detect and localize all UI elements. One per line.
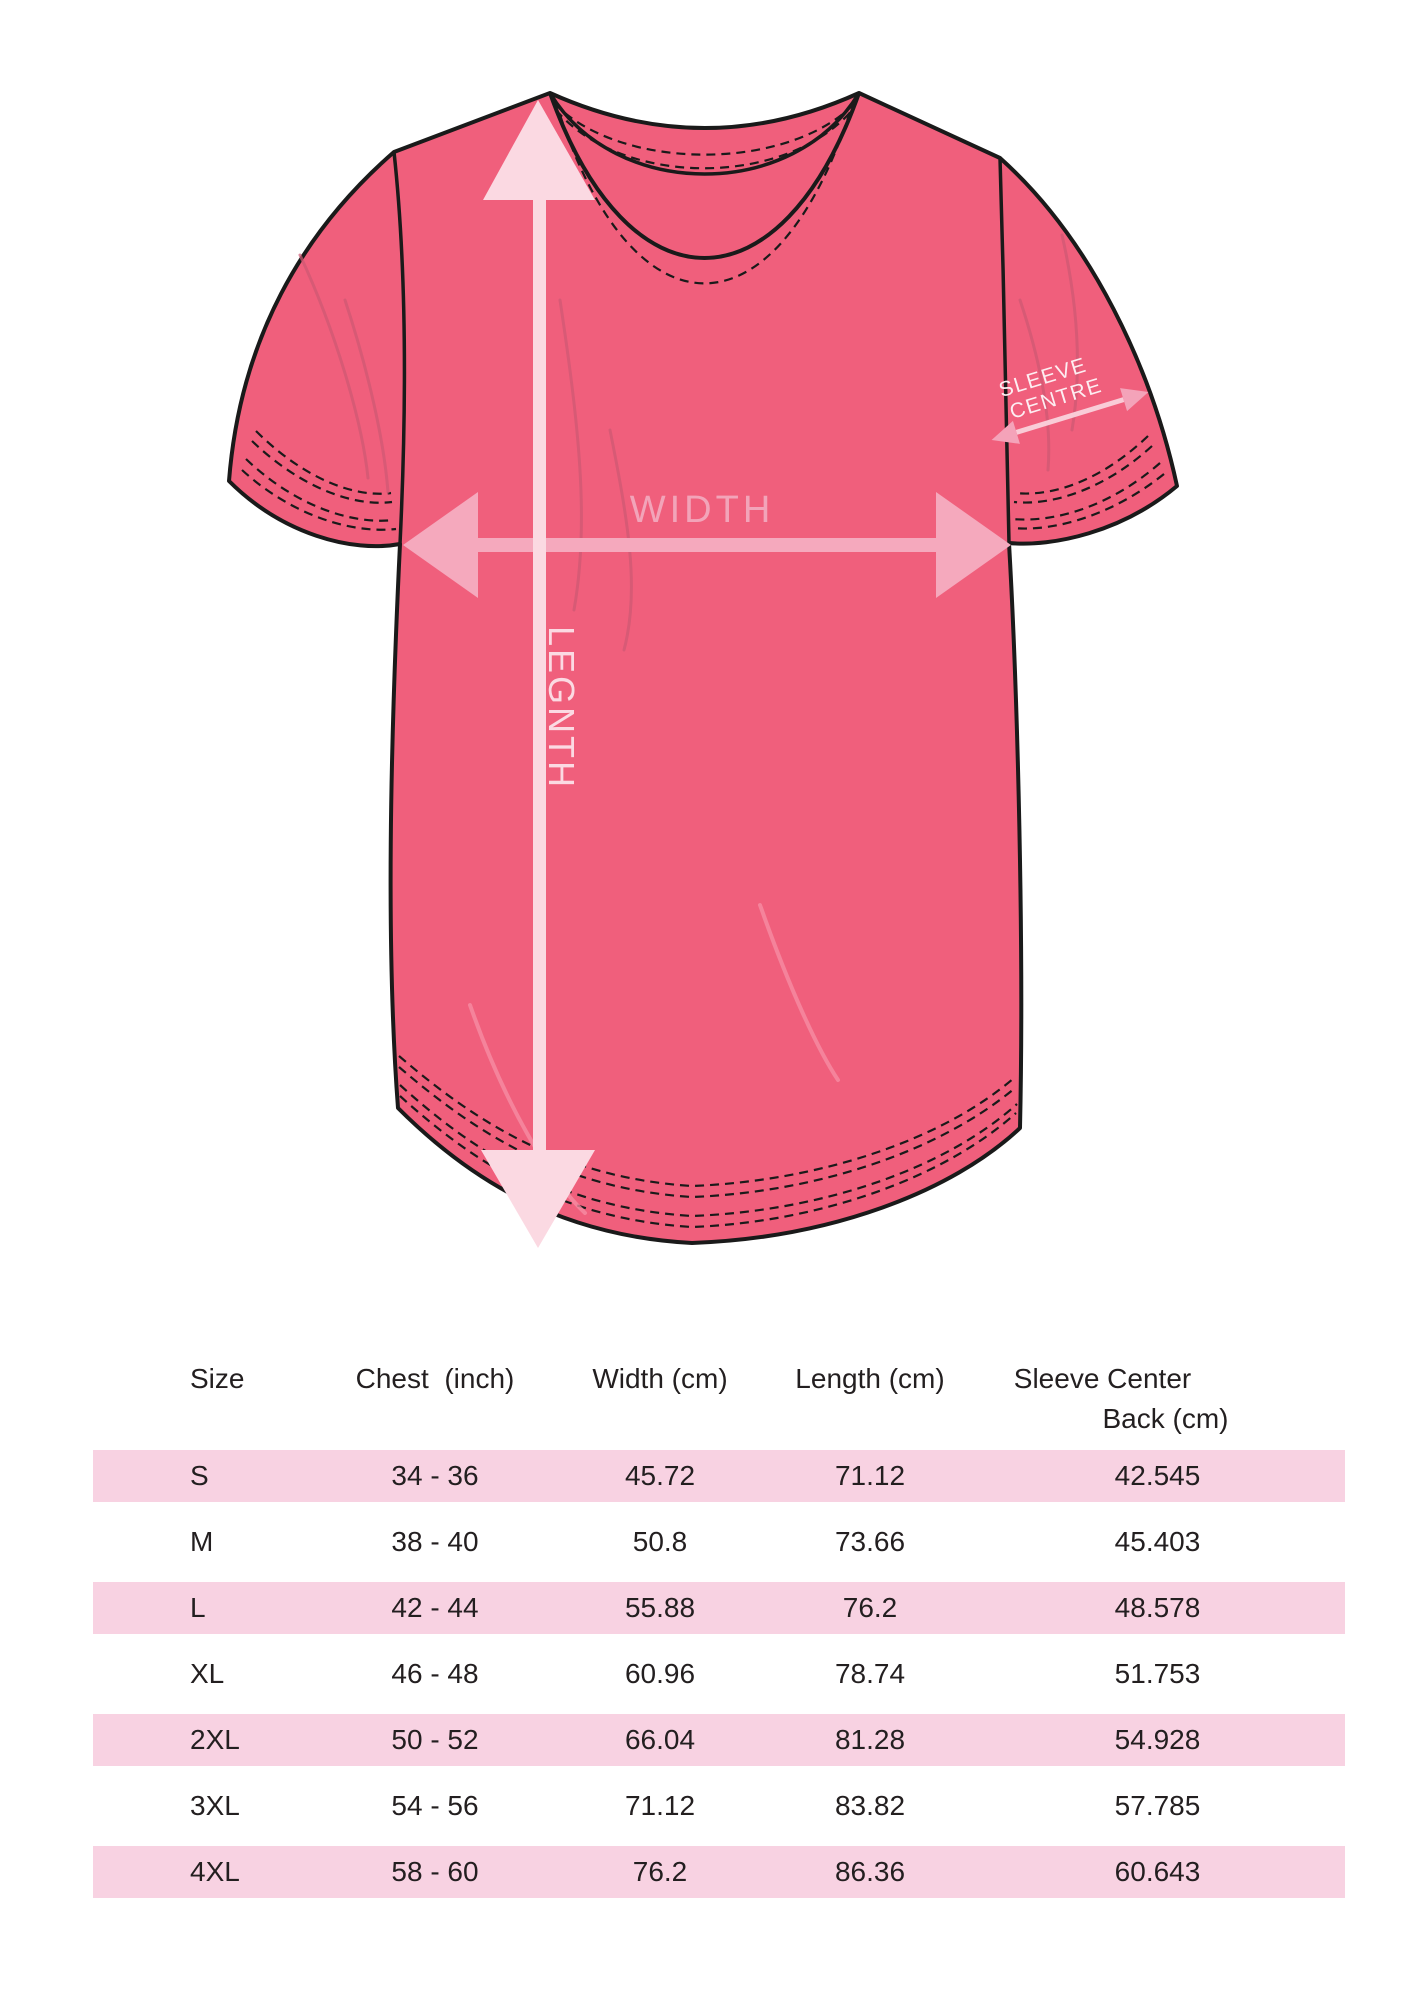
- left-sleeve-seam: [392, 151, 407, 545]
- width-cell: 45.72: [624, 1460, 696, 1491]
- width-cell: 55.88: [624, 1592, 696, 1623]
- header-sleeve-line2: Back (cm): [1102, 1403, 1229, 1434]
- table-row: 2XL 50 - 52 66.04 81.28 54.928: [93, 1714, 1345, 1766]
- sleeve-cell: 51.753: [1114, 1658, 1201, 1689]
- length-cell: 73.66: [834, 1526, 906, 1557]
- size-table-body: S 34 - 36 45.72 71.12 42.545 M 38 - 40 50.8 73.6…: [93, 1450, 1345, 1898]
- sleeve-cell: 57.785: [1114, 1790, 1201, 1821]
- width-cell: 71.12: [624, 1790, 696, 1821]
- table-header-row: Size Chest (inch) Width (cm) Length (cm)…: [93, 1347, 1345, 1436]
- left-cuff-stitch: [251, 440, 393, 504]
- right-sleeve-seam: [998, 157, 1011, 544]
- left-cuff-stitch: [241, 469, 397, 531]
- width-cell: 66.04: [624, 1724, 696, 1755]
- length-arrow: [481, 100, 595, 1248]
- width-cell: 76.2: [632, 1856, 688, 1887]
- size-table: Size Chest (inch) Width (cm) Length (cm)…: [93, 1333, 1345, 1912]
- chest-cell: 46 - 48: [391, 1658, 479, 1689]
- tshirt-body: [227, 91, 1179, 1245]
- right-cuff-stitch: [1012, 473, 1165, 530]
- collar-bottom-edge: [548, 92, 861, 260]
- size-cell: M: [190, 1526, 214, 1557]
- size-cell: 2XL: [190, 1724, 240, 1755]
- table-row: 4XL 58 - 60 76.2 86.36 60.643: [93, 1846, 1345, 1898]
- header-width: Width (cm): [592, 1363, 728, 1394]
- length-cell: 81.28: [834, 1724, 906, 1755]
- table-row: S 34 - 36 45.72 71.12 42.545: [93, 1450, 1345, 1502]
- table-row: 3XL 54 - 56 71.12 83.82 57.785: [93, 1780, 1345, 1832]
- width-label: WIDTH: [630, 489, 775, 531]
- size-cell: 4XL: [190, 1856, 240, 1887]
- header-size: Size: [190, 1363, 245, 1394]
- hem-stitch: [398, 1055, 1015, 1188]
- sleeve-cell: 48.578: [1114, 1592, 1201, 1623]
- left-cuff-stitch: [255, 430, 392, 495]
- size-cell: XL: [190, 1658, 225, 1689]
- chest-cell: 54 - 56: [391, 1790, 479, 1821]
- collar-stitch-line: [555, 107, 855, 170]
- chest-cell: 42 - 44: [391, 1592, 479, 1623]
- size-cell: L: [190, 1592, 206, 1623]
- chest-cell: 50 - 52: [391, 1724, 479, 1755]
- width-cell: 50.8: [632, 1526, 688, 1557]
- width-arrow: [403, 492, 1011, 598]
- chest-cell: 34 - 36: [391, 1460, 479, 1491]
- length-cell: 76.2: [842, 1592, 898, 1623]
- size-chart-diagram: SLEEVE CENTRE WIDTH LEGNTH: [227, 91, 1179, 1248]
- fold-highlights: [468, 903, 840, 1215]
- right-cuff-stitch: [1014, 435, 1149, 495]
- collar-stitch-line: [553, 101, 857, 156]
- sleeve-cell: 45.403: [1114, 1526, 1201, 1557]
- table-row: M 38 - 40 50.8 73.66 45.403: [93, 1516, 1345, 1568]
- collar-front-top-edge: [548, 92, 861, 176]
- table-row: L 42 - 44 55.88 76.2 48.578: [93, 1582, 1345, 1634]
- length-label: LEGNTH: [541, 626, 582, 790]
- header-sleeve-line1: Sleeve Center: [1013, 1363, 1192, 1394]
- header-length: Length (cm): [795, 1363, 945, 1394]
- right-cuff-stitch: [1013, 445, 1153, 504]
- sleeve-cell: 54.928: [1114, 1724, 1201, 1755]
- length-cell: 83.82: [834, 1790, 906, 1821]
- header-sleeve-center-back: Sleeve Center Back (cm): [970, 1347, 1345, 1436]
- sleeve-cell: 60.643: [1114, 1856, 1201, 1887]
- right-cuff-stitch: [1011, 462, 1161, 521]
- length-cell: 78.74: [834, 1658, 906, 1689]
- header-chest: Chest (inch): [355, 1363, 515, 1394]
- chest-cell: 38 - 40: [391, 1526, 479, 1557]
- hem-stitch: [399, 1084, 1018, 1218]
- length-cell: 71.12: [834, 1460, 906, 1491]
- hem-stitch: [399, 1095, 1017, 1229]
- left-cuff-stitch: [245, 458, 395, 522]
- chest-cell: 58 - 60: [391, 1856, 479, 1887]
- length-cell: 86.36: [834, 1856, 906, 1887]
- size-cell: 3XL: [190, 1790, 240, 1821]
- tshirt-graphic: SLEEVE CENTRE WIDTH LEGNTH: [227, 91, 1179, 1248]
- table-row: XL 46 - 48 60.96 78.74 51.753: [93, 1648, 1345, 1700]
- size-cell: S: [190, 1460, 209, 1491]
- width-cell: 60.96: [624, 1658, 696, 1689]
- sleeve-cell: 42.545: [1114, 1460, 1201, 1491]
- hem-stitch: [398, 1066, 1016, 1199]
